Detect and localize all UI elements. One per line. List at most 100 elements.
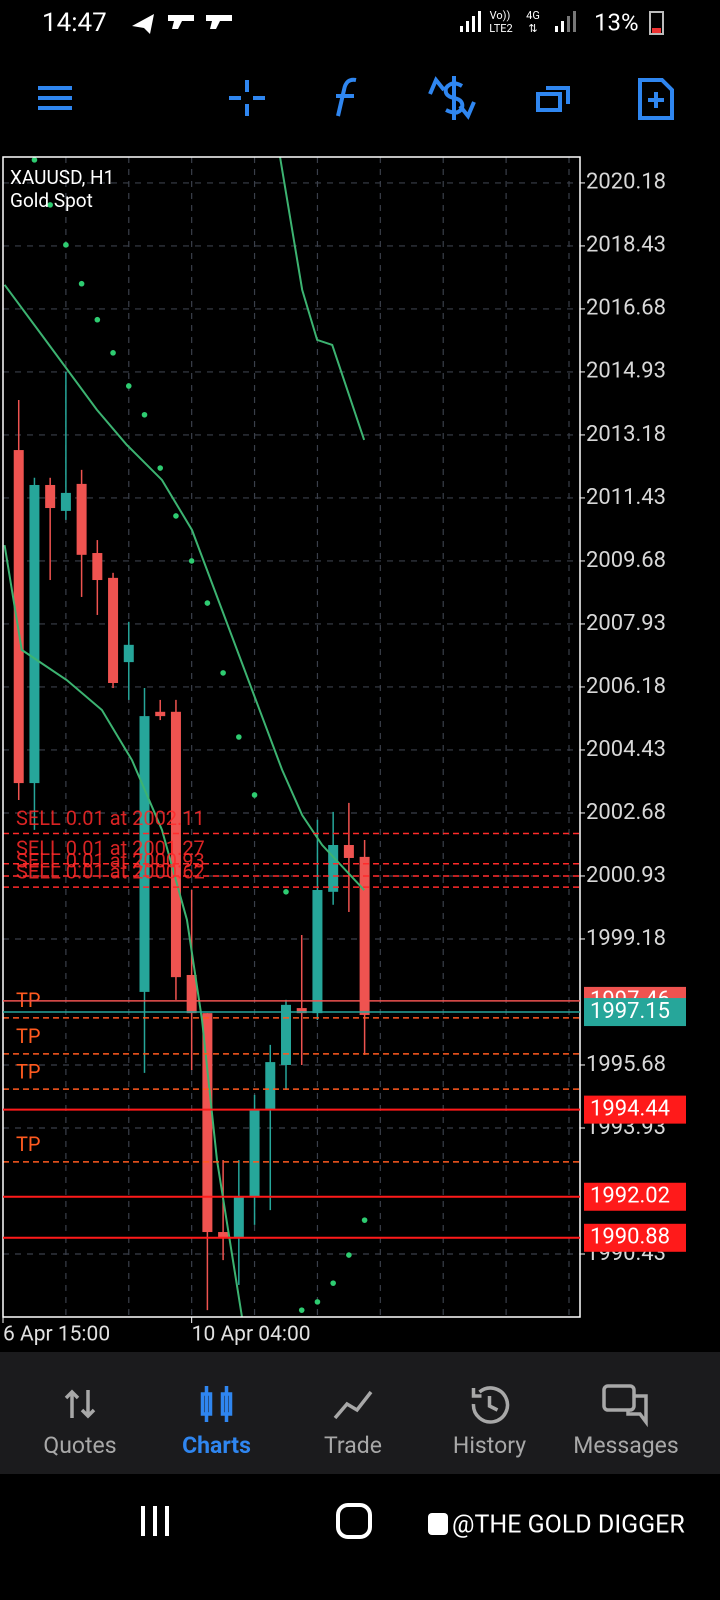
level-label: 1990.88 (590, 1225, 670, 1250)
nav-tab[interactable]: Trade (324, 1390, 382, 1459)
status-arrows: ⇅ (528, 22, 537, 35)
nav: Quotes Charts Trade History Messages (43, 1384, 679, 1459)
candle-body (92, 553, 103, 581)
tp-label: TP (16, 1024, 41, 1048)
moving-average (279, 157, 366, 441)
level-badge (584, 1095, 686, 1124)
order-label: SELL 0.01 at 2002.11 (16, 806, 205, 830)
candle-body (218, 1232, 229, 1239)
nav-tab[interactable]: Quotes (43, 1389, 117, 1459)
crosshair-button[interactable] (229, 80, 265, 116)
sar-dot (47, 202, 53, 208)
icon (626, 1394, 648, 1428)
sar-dot (346, 1252, 352, 1258)
tp-label: TP (16, 988, 41, 1012)
y-tick-label: 2006.18 (586, 674, 666, 699)
nav-bar (0, 1352, 720, 1474)
moving-average (3, 284, 365, 891)
y-tick-label: 2000.93 (586, 863, 666, 888)
moving-average (3, 544, 243, 1317)
nav-label: Quotes (43, 1432, 116, 1459)
toolbar (38, 76, 674, 120)
candle-body (328, 845, 339, 892)
order-label: SELL 0.01 at 2000.62 (16, 859, 205, 883)
sar-dot (361, 1217, 368, 1223)
sar-dot (283, 889, 289, 895)
candle-body (13, 450, 24, 784)
indicators-button[interactable] (336, 77, 357, 117)
level-badge (584, 1223, 686, 1252)
trade-button[interactable] (428, 76, 476, 120)
level-badge (584, 1182, 686, 1211)
candle-body (29, 484, 40, 784)
candle-body (76, 483, 87, 555)
system-nav (141, 1503, 372, 1539)
nav-icon (200, 1386, 233, 1422)
candle-body (233, 1197, 244, 1238)
candle-body (108, 577, 119, 683)
candle-body (170, 711, 181, 978)
x-tick-label: 10 Apr 04:00 (192, 1323, 311, 1347)
sar-dot (173, 513, 179, 519)
y-tick-label: 2009.68 (586, 548, 666, 573)
symbol: XAUUSD, H1 (10, 166, 114, 189)
tp-label: TP (16, 1059, 41, 1083)
chart-frame (2, 156, 581, 1318)
plot (3, 157, 580, 1317)
sar-dot (63, 242, 69, 248)
nav-label: Charts (182, 1432, 251, 1459)
icon (64, 1389, 96, 1419)
sar-dot (236, 734, 242, 740)
level-label: 1994.44 (590, 1096, 670, 1121)
nav-icon (602, 1384, 648, 1428)
candle-body (296, 1008, 307, 1014)
nav-label: History (453, 1432, 526, 1459)
order-label: SELL 0.01 at 2001.27 (16, 836, 205, 860)
candle-body (60, 492, 71, 511)
candle-body (45, 484, 56, 509)
nav-tab[interactable]: Messages (573, 1384, 679, 1459)
icon (204, 1386, 229, 1422)
sar-dot (251, 792, 258, 798)
nav-tab[interactable]: Charts (182, 1386, 251, 1459)
y-tick-label: 2020.18 (586, 170, 666, 195)
sar-dot (110, 350, 116, 356)
y-tick-label: 2007.93 (586, 611, 666, 636)
watermark: @THE GOLD DIGGER (452, 1511, 685, 1540)
y-tick-label: 1999.18 (586, 926, 666, 951)
windows-button[interactable] (536, 86, 570, 112)
y-tick-label: 2011.43 (586, 485, 666, 510)
candle-body (202, 1013, 213, 1233)
candle-body (139, 716, 150, 992)
nav-tab[interactable]: History (453, 1386, 526, 1459)
status-battery: 13% (594, 8, 639, 36)
sar-dot (125, 383, 132, 389)
nav-icon (64, 1389, 96, 1419)
candle-body (343, 845, 354, 858)
level-label: 1992.02 (590, 1184, 670, 1209)
nav-label: Messages (573, 1432, 679, 1459)
y-tick-label: 2014.93 (586, 359, 666, 384)
sar-dot (78, 280, 85, 287)
status-lte: LTE2 (489, 22, 512, 35)
y-tick-label: 2016.68 (586, 296, 666, 321)
menu-button[interactable] (38, 86, 72, 110)
sar-dot (141, 411, 148, 418)
sar-dot (298, 1307, 305, 1313)
y-tick-label: 1995.68 (586, 1052, 666, 1077)
tp-label: TP (16, 1132, 41, 1156)
sar-dot (94, 316, 101, 323)
y-tick-label: 2018.43 (586, 233, 666, 258)
candle-body (265, 1062, 276, 1110)
new-order-button[interactable] (638, 78, 674, 120)
sar-dot (157, 465, 164, 471)
chart: SELL 0.01 at 2002.11 SELL 0.01 at 2001.27… (2, 156, 686, 1347)
sar-dot (31, 157, 38, 163)
status-network: 4G (526, 9, 540, 22)
icon (333, 1390, 373, 1420)
nav-label: Trade (324, 1432, 382, 1459)
candle-body (312, 890, 323, 1014)
icon (471, 1386, 510, 1424)
